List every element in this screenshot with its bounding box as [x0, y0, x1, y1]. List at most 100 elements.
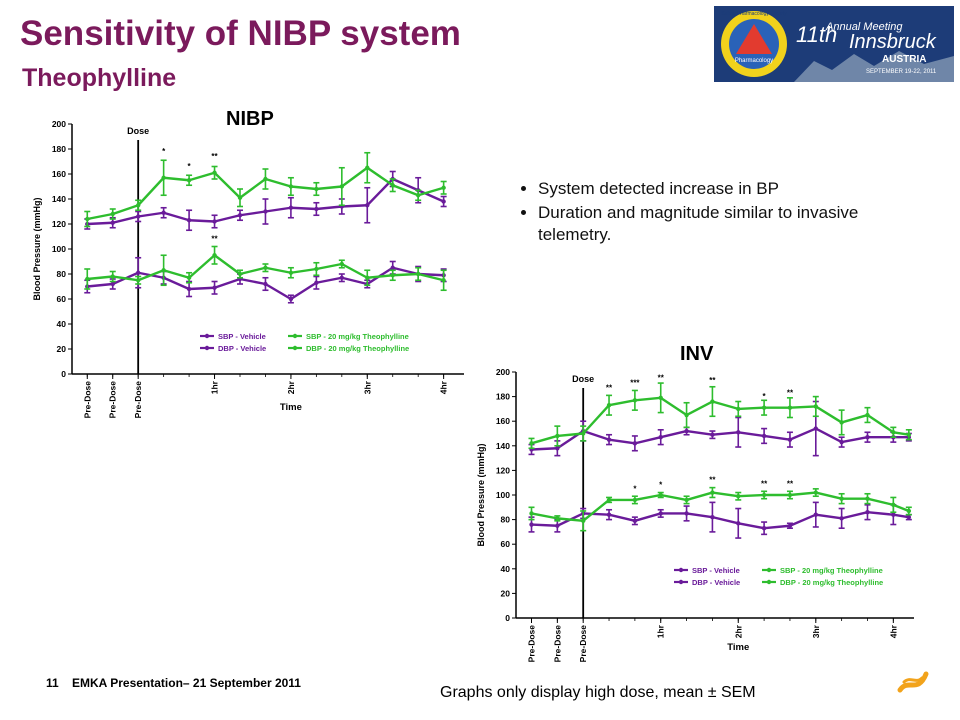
data-point — [684, 428, 689, 434]
data-point — [684, 511, 689, 516]
y-tick-label: 160 — [496, 416, 510, 426]
data-point — [606, 497, 612, 503]
data-point — [710, 490, 715, 495]
data-point — [632, 441, 638, 446]
nibp-chart-label: NIBP — [226, 108, 274, 130]
significance-marker: ** — [606, 383, 613, 392]
significance-marker: ** — [709, 476, 716, 485]
data-point — [906, 514, 912, 520]
data-point — [365, 165, 370, 170]
data-point — [658, 395, 663, 401]
data-point — [555, 523, 560, 528]
data-point — [736, 494, 741, 499]
data-point — [710, 399, 715, 404]
data-point — [606, 403, 612, 408]
data-point — [441, 278, 446, 283]
legend-label: DBP - Vehicle — [218, 344, 266, 353]
data-point — [529, 522, 534, 527]
legend-marker — [292, 345, 298, 351]
x-tick-label: Pre-Dose — [133, 381, 143, 418]
y-tick-label: 80 — [501, 515, 511, 525]
data-point — [441, 199, 446, 204]
data-point — [415, 271, 421, 277]
y-tick-label: 140 — [496, 441, 510, 451]
y-tick-label: 140 — [52, 194, 66, 204]
data-point — [161, 210, 166, 215]
legend-marker — [678, 567, 684, 573]
y-tick-label: 100 — [52, 244, 66, 254]
logo-seal-triangle — [736, 24, 772, 54]
legend-marker — [766, 579, 772, 585]
x-tick-label: Pre-Dose — [108, 381, 118, 418]
data-point — [441, 185, 446, 190]
data-point — [865, 510, 870, 515]
data-point — [288, 184, 294, 189]
data-point — [288, 296, 294, 302]
data-point — [110, 211, 115, 217]
data-point — [632, 518, 638, 524]
data-point — [710, 432, 715, 437]
data-point — [390, 265, 395, 270]
series-line — [531, 427, 909, 451]
data-point — [891, 512, 896, 517]
data-point — [787, 492, 793, 498]
data-point — [110, 220, 115, 225]
data-point — [761, 492, 767, 498]
y-axis-title: Blood Pressure (mmHg) — [32, 197, 42, 300]
series-line — [531, 396, 910, 445]
data-point — [237, 271, 243, 277]
data-point — [839, 516, 844, 521]
data-point — [135, 203, 141, 208]
y-tick-label: 180 — [52, 144, 66, 154]
y-tick-label: 120 — [496, 465, 510, 475]
data-point — [736, 406, 741, 412]
legend-marker — [766, 567, 772, 573]
data-point — [135, 278, 141, 283]
legend-label: SBP - 20 mg/kg Theophylline — [306, 332, 409, 341]
emka-logo-icon — [897, 671, 929, 693]
logo-country: AUSTRIA — [882, 54, 926, 65]
data-point — [580, 431, 586, 436]
y-tick-label: 100 — [496, 490, 510, 500]
data-point — [658, 492, 663, 498]
significance-marker: ** — [761, 479, 768, 488]
data-point — [314, 280, 319, 285]
x-tick-label: 4hr — [888, 624, 898, 638]
significance-marker: ** — [787, 388, 794, 397]
data-point — [186, 286, 192, 292]
data-point — [529, 511, 534, 516]
y-tick-label: 80 — [57, 269, 67, 279]
legend-label: DBP - 20 mg/kg Theophylline — [780, 578, 883, 587]
x-tick-label: 4hr — [439, 380, 449, 394]
x-tick-label: 2hr — [733, 624, 743, 638]
legend-label: DBP - Vehicle — [692, 578, 740, 587]
data-point — [339, 261, 345, 267]
finding-item: System detected increase in BP — [538, 178, 878, 200]
significance-marker: * — [763, 392, 767, 401]
data-point — [85, 216, 90, 222]
data-point — [390, 183, 395, 188]
x-axis-title: Time — [280, 402, 302, 413]
data-point — [390, 273, 395, 278]
legend-marker — [204, 345, 210, 351]
data-point — [135, 270, 141, 275]
data-point — [632, 398, 638, 403]
data-point — [658, 511, 663, 516]
logo-mountains — [794, 51, 954, 82]
data-point — [580, 518, 586, 524]
logo-city: Innsbruck — [849, 31, 937, 53]
dose-label: Dose — [127, 126, 149, 136]
data-point — [684, 497, 689, 503]
data-point — [85, 276, 90, 282]
y-tick-label: 200 — [496, 367, 510, 377]
y-axis-title: Blood Pressure (mmHg) — [476, 443, 486, 546]
x-tick-label: 1hr — [656, 624, 666, 638]
data-point — [135, 214, 141, 219]
legend-marker — [292, 333, 298, 339]
y-tick-label: 0 — [505, 613, 510, 623]
data-point — [314, 266, 319, 272]
findings-list: System detected increase in BP Duration … — [518, 178, 878, 248]
data-point — [839, 420, 844, 425]
logo-seal-text: Pharmacology — [735, 58, 773, 64]
data-point — [632, 497, 638, 503]
